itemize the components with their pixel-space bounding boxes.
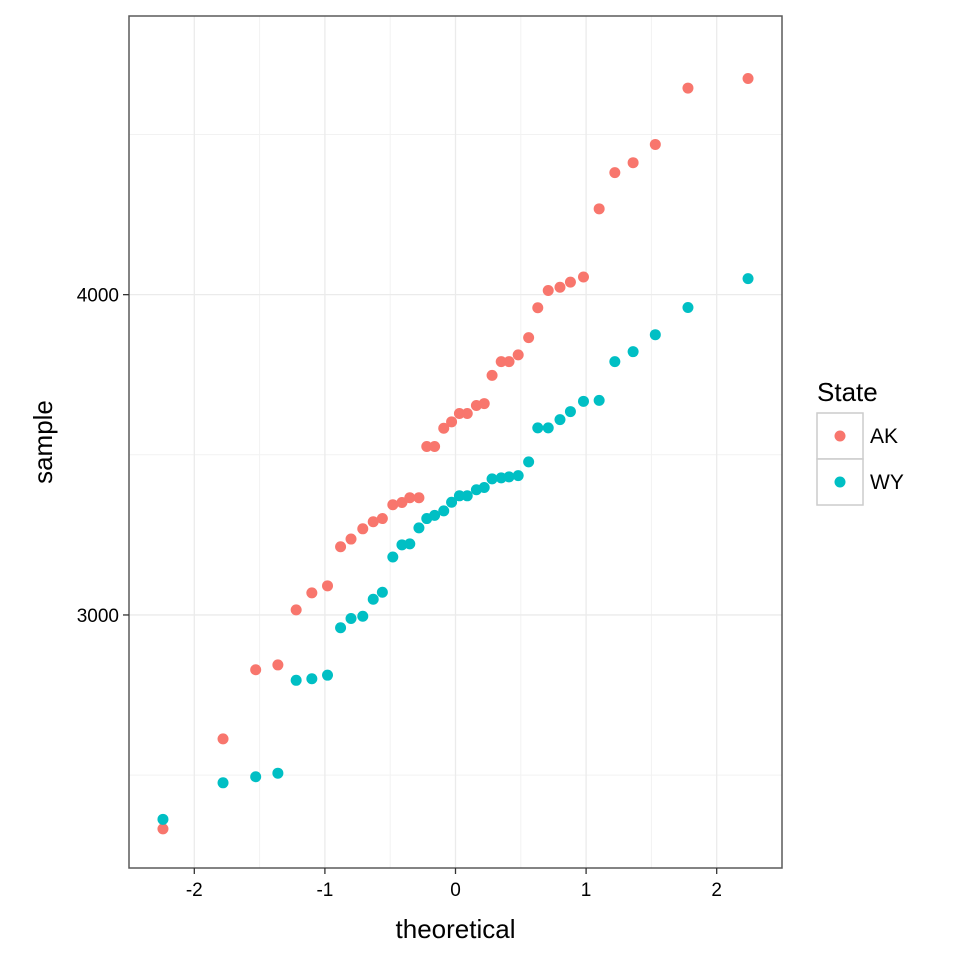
point-ak [682,82,694,94]
point-ak [429,440,441,452]
point-wy [682,301,694,313]
point-wy [542,422,554,434]
point-ak [438,422,450,434]
point-ak [387,499,399,511]
x-tick-label: 2 [711,880,722,901]
point-ak [577,271,589,283]
legend-swatch-wy [834,476,846,488]
point-wy [322,669,334,681]
point-ak [564,276,576,288]
x-tick-label: 1 [581,880,592,901]
point-ak [157,823,169,835]
point-ak [503,356,515,368]
point-ak [512,349,524,361]
point-ak [627,157,639,169]
point-wy [157,813,169,825]
point-ak [217,733,229,745]
point-wy [272,767,284,779]
point-wy [335,622,347,634]
data-points [157,72,754,835]
legend-label-wy: WY [870,471,904,494]
point-wy [512,470,524,482]
point-wy [461,490,473,502]
point-wy [413,522,425,534]
legend: State AK WY [816,377,904,506]
major-gridlines [129,16,782,868]
point-ak [593,203,605,215]
point-ak [446,416,458,428]
legend-title: State [817,377,878,407]
x-axis-title: theoretical [396,914,516,944]
point-ak [367,516,379,528]
point-ak [495,356,507,368]
point-wy [593,394,605,406]
point-wy [523,456,535,468]
point-ak [306,587,318,599]
point-ak [421,440,433,452]
x-tick-label: -2 [186,880,203,901]
point-ak [486,369,498,381]
point-ak [453,407,465,419]
point-ak [478,398,490,410]
point-wy [564,406,576,418]
y-tick-label: 4000 [77,286,119,307]
y-axis-title: sample [28,400,58,484]
point-wy [290,674,302,686]
x-tick-label: 0 [450,880,461,901]
point-wy [376,586,388,598]
point-wy [429,509,441,521]
point-wy [486,473,498,485]
point-wy [554,414,566,426]
point-ak [649,138,661,150]
y-axis: 3000 4000 [77,286,129,627]
point-ak [532,302,544,314]
point-ak [554,281,566,293]
point-ak [609,167,621,179]
point-wy [627,346,639,358]
point-wy [404,538,416,550]
point-wy [742,273,754,285]
point-ak [357,523,369,535]
point-wy [438,505,450,517]
point-wy [306,673,318,685]
y-tick-label: 3000 [77,606,119,627]
point-ak [376,513,388,525]
point-ak [345,533,357,545]
point-ak [523,332,535,344]
point-ak [250,664,262,676]
point-wy [367,593,379,605]
legend-label-ak: AK [870,425,898,448]
point-ak [322,580,334,592]
point-wy [357,610,369,622]
point-wy [387,551,399,563]
x-tick-label: -1 [316,880,333,901]
point-ak [742,72,754,84]
point-wy [478,481,490,493]
point-ak [413,492,425,504]
point-ak [404,492,416,504]
point-wy [446,496,458,508]
point-ak [461,407,473,419]
point-ak [542,284,554,296]
x-axis: -2 -1 0 1 2 [186,868,722,901]
legend-items: AK WY [816,412,904,506]
point-wy [503,471,515,483]
point-wy [577,395,589,407]
point-wy [532,422,544,434]
legend-swatch-ak [834,430,846,442]
point-wy [453,490,465,502]
point-wy [649,329,661,341]
point-wy [250,771,262,783]
point-ak [290,604,302,616]
point-ak [272,659,284,671]
point-wy [345,612,357,624]
point-wy [609,356,621,368]
point-wy [217,777,229,789]
point-ak [335,541,347,553]
